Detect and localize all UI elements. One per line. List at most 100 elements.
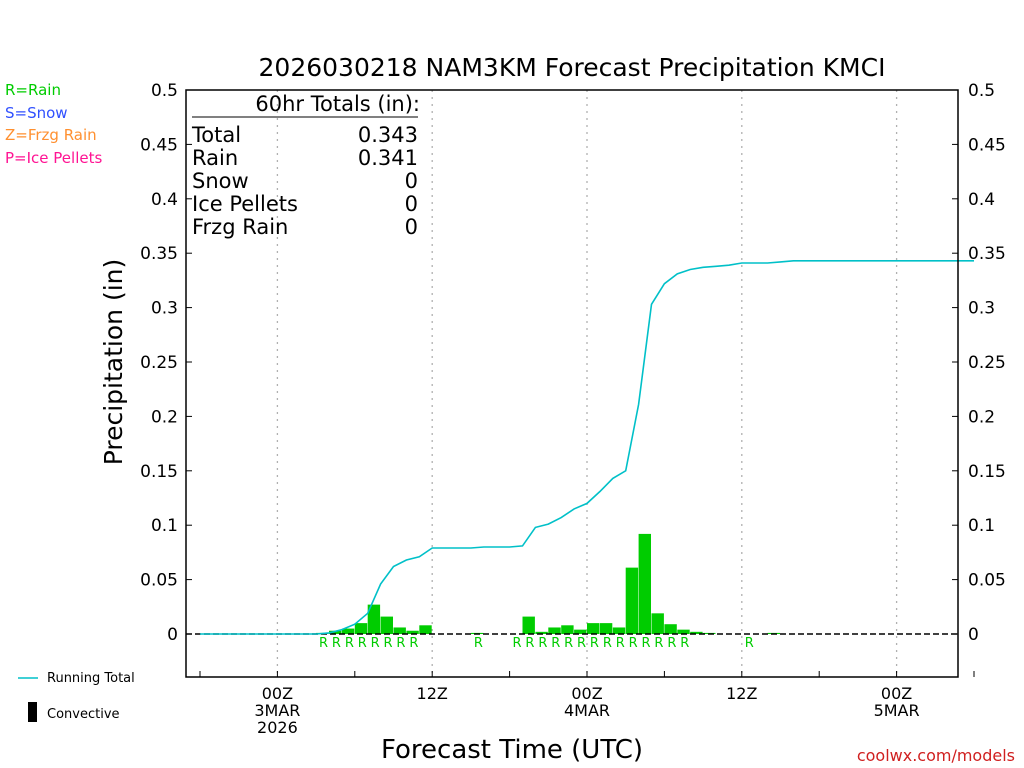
ptype-marker: R: [319, 636, 328, 651]
legend-snow: S=Snow: [5, 104, 68, 122]
precip-bar: [612, 627, 626, 634]
ptype-marker: R: [525, 636, 534, 651]
plot-frame: [185, 89, 959, 678]
y-tick-label-left: 0.15: [140, 462, 178, 482]
convective-swatch: [28, 702, 37, 722]
totals-row-value: 0: [405, 215, 418, 239]
precip-bar: [522, 616, 535, 634]
totals-row-value: 0: [405, 169, 418, 193]
y-tick-label-right: 0.05: [968, 571, 1006, 591]
precip-bar: [329, 630, 342, 634]
x-tick-label: 00Z: [881, 684, 912, 703]
y-tick-label-right: 0.4: [968, 190, 995, 210]
y-tick-label-right: 0.3: [968, 299, 995, 319]
totals-box: 60hr Totals (in): Total 0.343 Rain 0.341…: [191, 92, 420, 239]
precip-bar: [535, 631, 548, 634]
y-tick-label-right: 0.35: [968, 244, 1006, 264]
legend-rain: R=Rain: [5, 81, 61, 99]
ptype-marker: R: [616, 636, 625, 651]
chart-title: 2026030218 NAM3KM Forecast Precipitation…: [259, 53, 886, 82]
precip-bar: [393, 627, 406, 634]
ptype-marker: R: [332, 636, 341, 651]
y-tick-label-right: 0.5: [968, 81, 995, 101]
x-tick-label: 3MAR: [254, 701, 300, 720]
ptype-marker: R: [371, 636, 380, 651]
ptype-marker: R: [667, 636, 676, 651]
x-tick-label: 2026: [257, 718, 298, 737]
precip-bar: [406, 630, 419, 634]
ptype-marker: R: [513, 636, 522, 651]
ptype-marker: R: [384, 636, 393, 651]
y-axis-ticks: 0 00.05 0.050.1 0.10.15 0.150.2 0.20.25 0.250.…: [140, 81, 1006, 645]
ptype-marker: R: [654, 636, 663, 651]
totals-row-label: Rain: [192, 146, 238, 170]
legend-ice-pellets: P=Ice Pellets: [5, 149, 103, 167]
totals-row-value: 0.343: [358, 123, 418, 147]
y-tick-label-right: 0.1: [968, 516, 995, 536]
bottom-legend: Running Total Convective: [18, 671, 135, 722]
ptype-marker: R: [642, 636, 651, 651]
totals-row-value: 0: [405, 192, 418, 216]
ptype-marker: R: [396, 636, 405, 651]
ptype-marker: R: [564, 636, 573, 651]
precip-bar: [341, 628, 355, 634]
precip-bars: [316, 533, 780, 634]
precip-bar: [380, 616, 393, 634]
precip-bar: [419, 625, 432, 634]
precip-bar: [638, 533, 651, 634]
precip-bar: [587, 623, 600, 634]
ptype-marker: R: [577, 636, 586, 651]
totals-row-label: Ice Pellets: [192, 192, 298, 216]
x-tick-label: 12Z: [726, 684, 757, 703]
y-tick-label-left: 0.1: [151, 516, 178, 536]
legend-frzg-rain: Z=Frzg Rain: [5, 126, 97, 144]
totals-row-value: 0.341: [358, 146, 418, 170]
y-tick-label-left: 0.2: [151, 407, 178, 427]
precip-bar: [561, 625, 574, 634]
y-tick-label-right: 0.2: [968, 407, 995, 427]
running-total-legend-label: Running Total: [47, 671, 135, 686]
ptype-marker: R: [680, 636, 689, 651]
precip-bar: [690, 631, 703, 634]
precip-bar: [677, 629, 690, 634]
y-tick-label-left: 0.4: [151, 190, 178, 210]
y-tick-label-left: 0.05: [140, 571, 178, 591]
totals-row-label: Frzg Rain: [192, 215, 288, 239]
credit-link[interactable]: coolwx.com/models: [857, 746, 1015, 765]
y-tick-label-right: 0: [968, 625, 979, 645]
precip-bar: [574, 629, 587, 634]
y-tick-label-left: 0.25: [140, 353, 178, 373]
precip-bar: [651, 613, 664, 634]
ptype-marker: R: [474, 636, 483, 651]
ptype-marker: R: [629, 636, 638, 651]
x-tick-label: 00Z: [571, 684, 602, 703]
ptype-marker: R: [345, 636, 354, 651]
convective-legend-label: Convective: [47, 707, 120, 722]
ptype-marker: R: [409, 636, 418, 651]
x-tick-label: 00Z: [262, 684, 293, 703]
precip-bar: [354, 623, 368, 634]
y-tick-label-right: 0.45: [968, 135, 1006, 155]
x-tick-label: 5MAR: [874, 701, 920, 720]
y-tick-label-left: 0.35: [140, 244, 178, 264]
ptype-marker: R: [538, 636, 547, 651]
ptype-marker: R: [745, 636, 754, 651]
precip-bar: [625, 567, 639, 634]
y-tick-label-left: 0.5: [151, 81, 178, 101]
totals-heading: 60hr Totals (in):: [255, 92, 420, 116]
y-tick-label-left: 0: [167, 625, 178, 645]
grid-lines: [276, 90, 898, 677]
ptype-marker: R: [603, 636, 612, 651]
y-axis-label: Precipitation (in): [99, 259, 128, 466]
precip-bar: [367, 604, 381, 634]
totals-row-label: Total: [191, 123, 241, 147]
y-tick-label-left: 0.45: [140, 135, 178, 155]
x-axis-label: Forecast Time (UTC): [381, 735, 643, 765]
x-tick-label: 4MAR: [564, 701, 610, 720]
totals-row-label: Snow: [192, 169, 249, 193]
precip-bar: [664, 624, 677, 634]
y-tick-label-right: 0.25: [968, 353, 1006, 373]
